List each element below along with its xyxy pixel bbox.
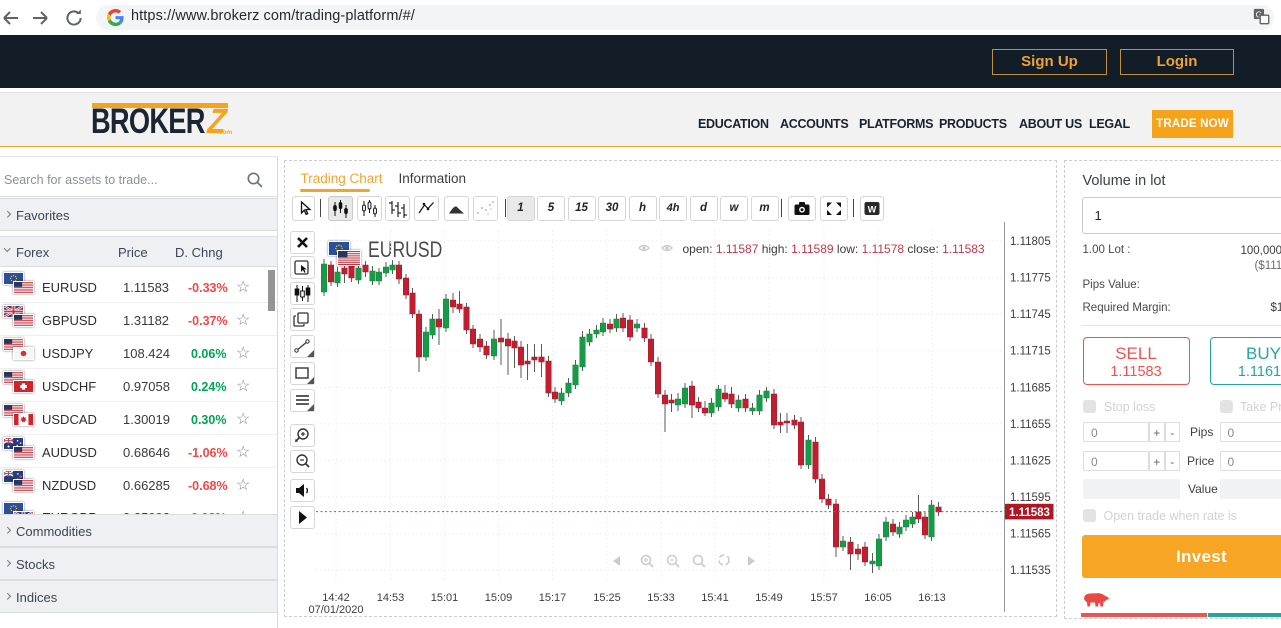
svg-text:W: W — [867, 205, 876, 215]
svg-text:1.11805: 1.11805 — [1010, 236, 1051, 248]
svg-text:15:57: 15:57 — [810, 592, 838, 604]
svg-text:15:09: 15:09 — [485, 592, 513, 604]
svg-text:07/01/2020: 07/01/2020 — [308, 604, 363, 614]
svg-text:1.11595: 1.11595 — [1010, 492, 1051, 504]
svg-text:1.11655: 1.11655 — [1010, 419, 1051, 431]
svg-text:1.11745: 1.11745 — [1010, 309, 1051, 321]
svg-text:15:41: 15:41 — [701, 592, 729, 604]
svg-text:15:01: 15:01 — [431, 592, 459, 604]
svg-text:15:49: 15:49 — [755, 592, 783, 604]
svg-text:1.11565: 1.11565 — [1010, 529, 1051, 541]
svg-text:16:13: 16:13 — [918, 592, 946, 604]
svg-text:1.11715: 1.11715 — [1010, 346, 1051, 358]
svg-text:15:25: 15:25 — [593, 592, 621, 604]
svg-text:1.11583: 1.11583 — [1009, 507, 1050, 519]
svg-text:1.11625: 1.11625 — [1010, 455, 1051, 467]
svg-text:15:33: 15:33 — [647, 592, 675, 604]
svg-text:14:42: 14:42 — [322, 592, 350, 604]
svg-text:16:05: 16:05 — [864, 592, 892, 604]
svg-text:14:53: 14:53 — [377, 592, 405, 604]
svg-text:1.11685: 1.11685 — [1010, 382, 1051, 394]
svg-text:1.11535: 1.11535 — [1010, 565, 1051, 577]
svg-text:15:17: 15:17 — [539, 592, 567, 604]
svg-text:G: G — [1256, 9, 1263, 19]
svg-text:1.11775: 1.11775 — [1010, 273, 1051, 285]
